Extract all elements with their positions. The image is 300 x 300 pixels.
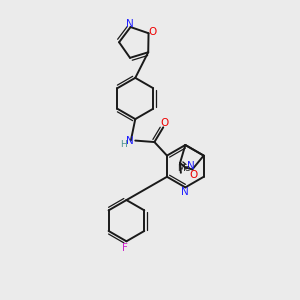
Text: O: O [148,27,157,37]
Text: O: O [160,118,169,128]
Text: N: N [126,19,134,28]
Text: O: O [190,170,198,180]
Text: N: N [125,136,133,146]
Text: N: N [187,161,195,171]
Text: F: F [122,243,128,253]
Text: N: N [181,188,189,197]
Text: H: H [120,140,127,149]
Text: Me: Me [177,164,190,173]
